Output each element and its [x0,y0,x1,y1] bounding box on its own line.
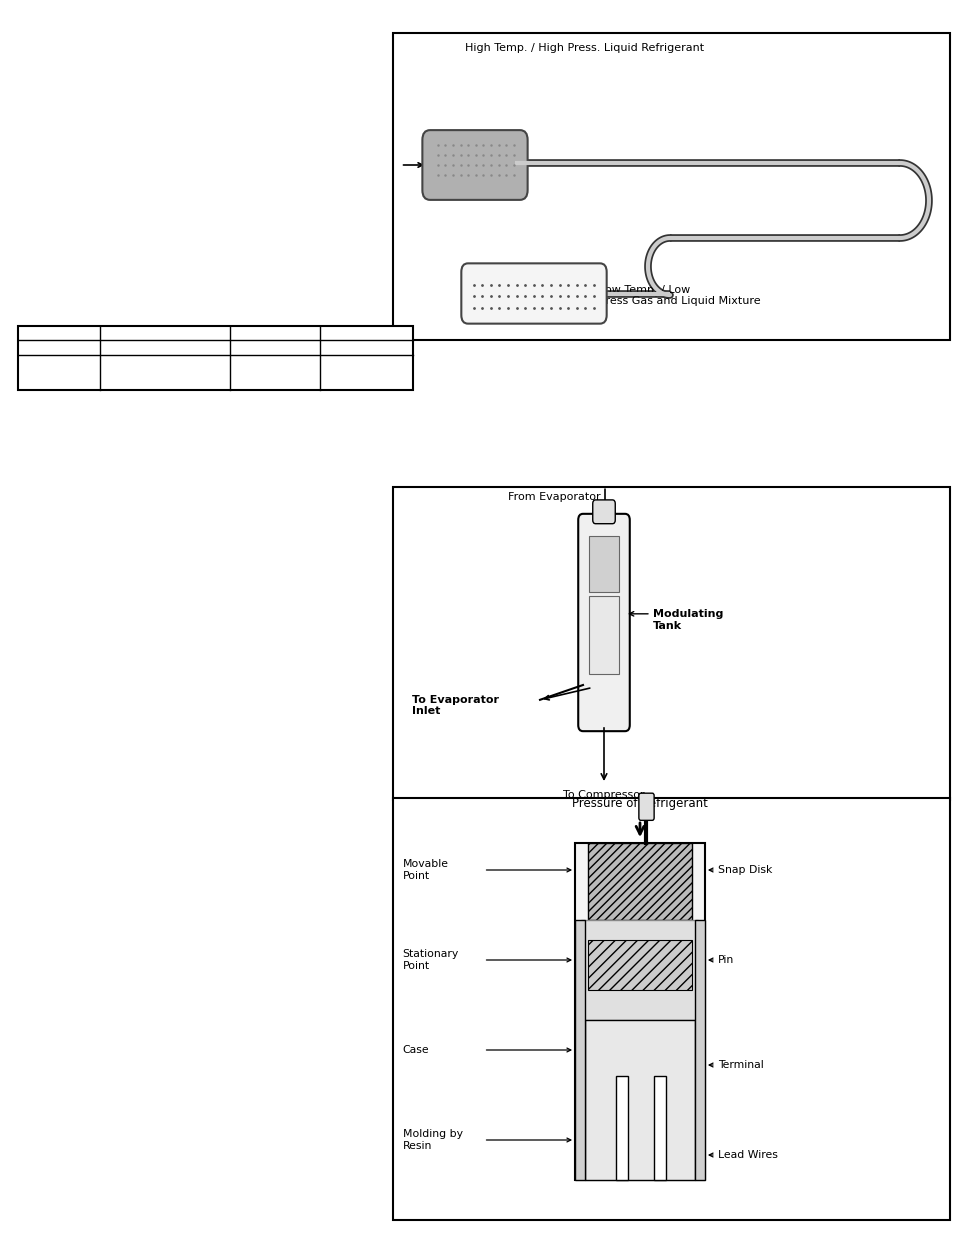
Bar [581,920,698,1020]
Text: From Evaporator: From Evaporator [507,493,599,503]
Text: To Evaporator
Inlet: To Evaporator Inlet [412,695,498,716]
FancyBboxPatch shape [461,263,606,324]
Bar [585,1020,694,1179]
Text: Molding by
Resin: Molding by Resin [402,1129,462,1151]
Bar [575,920,585,1179]
Bar [616,1076,627,1179]
Text: Pin: Pin [717,955,733,965]
Text: High Temp. / High Press. Liquid Refrigerant: High Temp. / High Press. Liquid Refriger… [465,43,704,53]
Bar [393,798,949,1220]
Text: Snap Disk: Snap Disk [717,864,771,876]
Bar [18,326,413,390]
FancyBboxPatch shape [639,793,654,820]
Bar [587,844,691,920]
Text: To Compressor: To Compressor [562,790,644,800]
Text: Movable
Point: Movable Point [402,860,448,881]
Bar [694,920,704,1179]
Text: Lead Wires: Lead Wires [717,1150,777,1160]
Bar [393,487,949,800]
Text: Terminal: Terminal [717,1060,762,1070]
Text: Stationary
Point: Stationary Point [402,950,458,971]
Text: Low Temp. / Low
Press Gas and Liquid Mixture: Low Temp. / Low Press Gas and Liquid Mix… [598,285,760,306]
Bar [654,1076,665,1179]
Bar [587,940,691,990]
Text: Modulating
Tank: Modulating Tank [652,609,722,631]
Text: Pressure of Refrigerant: Pressure of Refrigerant [572,797,707,809]
Text: Case: Case [402,1045,429,1055]
FancyBboxPatch shape [592,500,615,524]
Bar [393,33,949,340]
Bar [575,844,704,1179]
FancyBboxPatch shape [422,130,527,200]
Bar [589,595,618,674]
Bar [589,536,618,592]
FancyBboxPatch shape [578,514,629,731]
